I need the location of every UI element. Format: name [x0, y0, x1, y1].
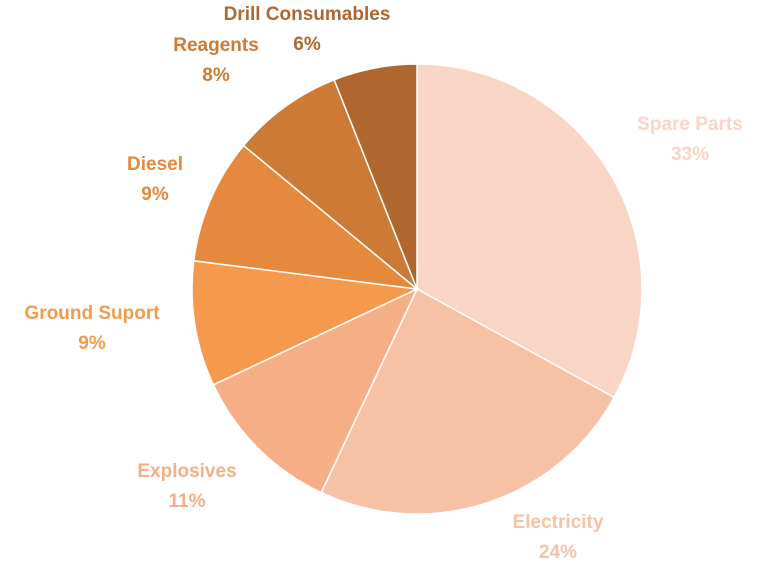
pie-labels: Spare Parts 33% Electricity 24% Explosives 11…: [24, 4, 742, 563]
pie-slice-explosives: [212, 287, 419, 494]
slice-label-explosives: Explosives: [137, 461, 236, 482]
pie-slice-diesel: [192, 144, 420, 291]
slice-value-drill-consumables: 6%: [293, 34, 321, 55]
slice-label-diesel: Diesel: [127, 154, 183, 175]
slice-label-drill-consumables: Drill Consumables: [224, 4, 391, 25]
slice-label-ground-suport: Ground Suport: [24, 303, 160, 324]
slice-value-electricity: 24%: [539, 542, 577, 563]
pie-slice-reagents: [242, 78, 418, 290]
pie-slice-ground-suport: [191, 259, 420, 386]
pie-slice-electricity: [320, 287, 616, 515]
pie-slices: [191, 63, 643, 515]
slice-label-reagents: Reagents: [173, 35, 259, 56]
slice-value-diesel: 9%: [141, 184, 169, 205]
slice-label-spare-parts: Spare Parts: [637, 114, 743, 135]
slice-value-explosives: 11%: [169, 491, 206, 512]
slice-label-electricity: Electricity: [513, 512, 604, 533]
slice-value-ground-suport: 9%: [78, 333, 106, 354]
slice-value-spare-parts: 33%: [671, 144, 709, 165]
pie-slice-spare-parts: [416, 63, 643, 399]
slice-value-reagents: 8%: [202, 65, 230, 86]
pie-slice-drill-consumables: [333, 63, 418, 290]
